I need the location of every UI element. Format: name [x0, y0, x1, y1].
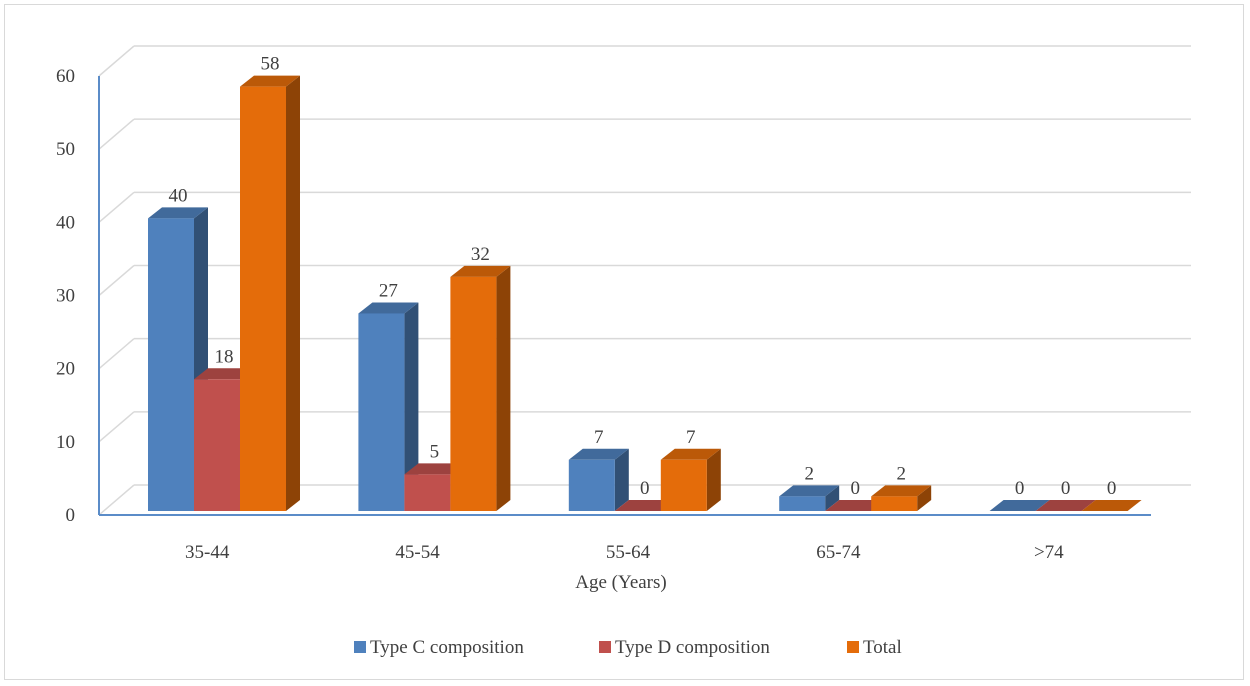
y-tick-labels: 0 10 20 30 40 50 60 [56, 66, 75, 526]
data-label: 0 [1107, 478, 1117, 499]
bar [660, 448, 721, 511]
bar [614, 500, 675, 511]
x-tick-label: >74 [1034, 542, 1064, 563]
gridline-diagonal [98, 338, 135, 370]
data-label: 2 [804, 463, 814, 484]
bars [148, 75, 1142, 512]
y-tick-label: 0 [66, 505, 76, 526]
gridlines [98, 45, 1191, 516]
data-label: 27 [379, 280, 398, 301]
bar [1035, 500, 1096, 511]
legend-swatch [599, 641, 611, 653]
x-tick-labels: 35-44 45-54 55-64 65-74 >74 [185, 542, 1064, 563]
y-tick-label: 50 [56, 139, 75, 160]
data-label: 40 [169, 185, 188, 206]
y-tick-label: 60 [56, 66, 75, 87]
bar [1081, 500, 1142, 511]
legend-swatch [847, 641, 859, 653]
bar [450, 265, 511, 511]
legend-swatch [354, 641, 366, 653]
bar [989, 500, 1050, 511]
x-tick-label: 35-44 [185, 542, 230, 563]
data-label: 0 [1015, 478, 1025, 499]
data-label: 32 [471, 244, 490, 265]
legend-item: Type C composition [354, 637, 524, 658]
x-tick-label: 55-64 [606, 542, 651, 563]
y-tick-label: 30 [56, 286, 75, 307]
gridline-diagonal [98, 484, 135, 516]
x-axis-title: Age (Years) [575, 572, 666, 593]
bar [825, 500, 886, 511]
legend-label: Type D composition [615, 637, 770, 658]
data-label: 0 [640, 478, 650, 499]
bar [568, 448, 629, 511]
chart-frame: 0 10 20 30 40 50 60 40 18 58 27 5 32 7 0 7 2 0 2 0 0 0 35-44… [4, 4, 1244, 680]
data-label: 0 [850, 478, 860, 499]
data-label: 18 [215, 346, 234, 367]
y-tick-label: 20 [56, 359, 75, 380]
legend-label: Type C composition [370, 637, 524, 658]
legend-item: Type D composition [599, 637, 770, 658]
gridline-diagonal [98, 45, 135, 77]
x-tick-label: 65-74 [816, 542, 861, 563]
legend-label: Total [863, 637, 902, 658]
data-label: 7 [686, 427, 696, 448]
data-label: 58 [261, 54, 280, 75]
legend-item: Total [847, 637, 902, 658]
y-tick-label: 40 [56, 212, 75, 233]
bar [358, 302, 419, 511]
axes [98, 76, 1151, 516]
gridline-diagonal [98, 191, 135, 223]
gridline-diagonal [98, 118, 135, 150]
bar [871, 485, 932, 511]
data-label: 0 [1061, 478, 1071, 499]
legend: Type C composition Type D composition Tota… [354, 637, 902, 658]
data-labels: 40 18 58 27 5 32 7 0 7 2 0 2 0 0 0 [169, 54, 1117, 499]
data-label: 5 [430, 441, 440, 462]
gridline-diagonal [98, 264, 135, 297]
data-label: 2 [896, 463, 906, 484]
bar [779, 485, 840, 511]
x-tick-label: 45-54 [395, 542, 440, 563]
gridline-diagonal [98, 411, 135, 443]
y-tick-label: 10 [56, 432, 75, 453]
bar [240, 75, 300, 511]
data-label: 7 [594, 427, 604, 448]
